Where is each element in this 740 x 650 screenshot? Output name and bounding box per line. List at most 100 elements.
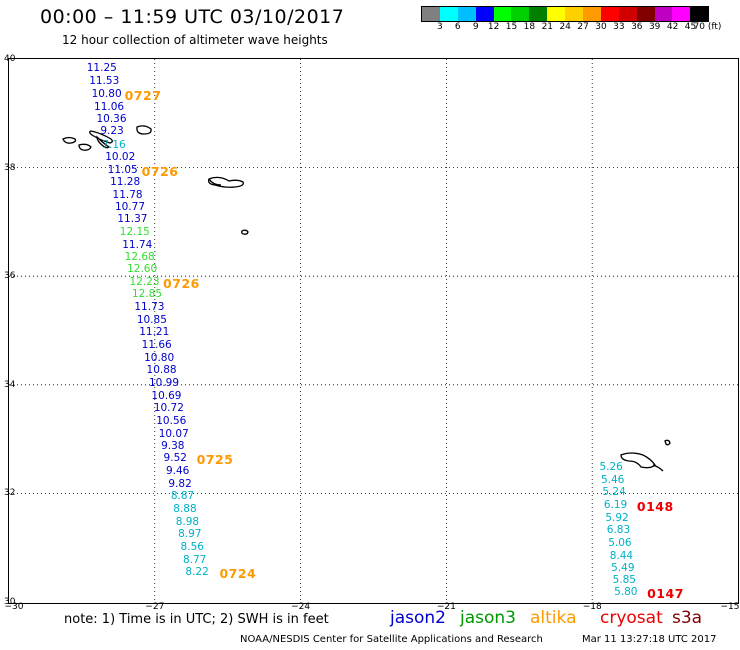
pass-time-label: 0726 — [141, 164, 179, 180]
legend-swatch — [529, 7, 548, 21]
legend-swatch — [422, 7, 440, 21]
legend-label: 3 — [437, 22, 443, 32]
footnote: note: 1) Time is in UTC; 2) SWH is in fe… — [64, 612, 329, 627]
wave-height-value: 5.49 — [611, 562, 635, 575]
satellite-name: jason3 — [460, 608, 516, 628]
wave-height-value: 5.46 — [600, 473, 625, 486]
pass-time-label: 0724 — [219, 566, 257, 582]
latitude-label: 38 — [4, 162, 16, 173]
wave-height-value: 8.56 — [180, 540, 204, 553]
legend-label: 27 — [577, 22, 589, 32]
wave-height-value: 9.82 — [168, 477, 192, 490]
map-canvas — [9, 59, 738, 603]
wave-height-value: 8.88 — [173, 502, 197, 515]
wave-height-value: 12.15 — [119, 225, 150, 238]
legend-label: 70 (ft) — [693, 22, 722, 32]
satellite-name: cryosat — [600, 608, 663, 628]
longitude-label: −15 — [720, 602, 740, 612]
wave-height-value: 11.05 — [107, 164, 138, 177]
island-santa-maria — [241, 229, 249, 235]
wave-height-value: 10.56 — [156, 415, 187, 428]
wave-height-value: 10.80 — [91, 87, 122, 100]
map-title: 00:00 – 11:59 UTC 03/10/2017 — [40, 6, 345, 28]
wave-height-value: 12.85 — [131, 288, 163, 301]
wave-height-value: 12.68 — [124, 251, 155, 264]
wave-height-value: 9.46 — [165, 464, 190, 477]
legend-swatch — [636, 7, 655, 21]
island-sao-miguel — [208, 178, 222, 186]
legend-swatch — [654, 7, 673, 21]
wave-height-value: 10.88 — [146, 364, 177, 377]
latitude-label: 32 — [4, 488, 16, 499]
wave-height-value: 5.85 — [612, 574, 636, 587]
wave-height-value: 8.97 — [178, 528, 202, 541]
longitude-label: −27 — [145, 602, 165, 612]
wave-height-value: 12.60 — [127, 263, 158, 276]
satellite-name: altika — [530, 608, 577, 628]
generated-timestamp: Mar 11 13:27:18 UTC 2017 — [582, 634, 717, 645]
wave-height-value: 8.22 — [185, 566, 209, 579]
pass-time-label: 0148 — [636, 499, 674, 515]
island-faial-pico — [89, 130, 113, 144]
pass-time-label: 0726 — [163, 275, 200, 291]
wave-height-value: 6.19 — [603, 499, 628, 512]
legend-label: 33 — [613, 22, 625, 32]
legend-swatch — [475, 7, 494, 21]
wave-height-value: 10.80 — [144, 351, 175, 364]
legend-swatch — [493, 7, 512, 21]
islands-madeira — [620, 439, 671, 472]
map-plot-area — [8, 58, 739, 604]
wave-height-value: 11.37 — [117, 213, 148, 226]
legend-swatch — [618, 7, 637, 21]
wave-height-value: 10.85 — [136, 313, 167, 326]
legend-label: 42 — [666, 22, 679, 32]
legend-label: 39 — [648, 22, 661, 32]
legend-label: 18 — [523, 22, 536, 32]
wave-height-value: 5.80 — [614, 586, 638, 599]
legend-swatch — [439, 7, 458, 21]
wave-height-value: 8.44 — [609, 549, 634, 562]
legend-swatch — [457, 7, 476, 21]
wave-height-value: 11.53 — [89, 74, 120, 87]
wave-height-value: 8.87 — [170, 490, 195, 503]
wave-height-value: 12.23 — [129, 275, 160, 288]
wave-height-value: 10.36 — [96, 112, 127, 125]
legend-label: 21 — [541, 22, 554, 32]
wave-height-value: 11.25 — [86, 62, 117, 75]
pass-time-label: 0725 — [196, 452, 234, 468]
pass-time-label: 0147 — [647, 586, 684, 602]
latitude-label: 30 — [4, 597, 16, 607]
island-madeira — [620, 452, 656, 469]
latitude-label: 34 — [4, 379, 16, 390]
latitude-label: 40 — [4, 54, 16, 64]
wave-height-value: 8.77 — [182, 553, 207, 566]
longitude-label: −18 — [582, 602, 602, 612]
island-graciosa — [136, 125, 152, 135]
wave-height-value: 8.98 — [175, 515, 200, 528]
legend-label: 24 — [559, 22, 571, 32]
wave-height-value: 11.73 — [134, 301, 165, 314]
island-desertas — [652, 464, 664, 472]
wave-height-value: 10.99 — [148, 377, 180, 390]
legend-label: 12 — [487, 22, 500, 32]
wave-height-value: 9.23 — [100, 125, 124, 138]
legend-label: 6 — [454, 22, 461, 32]
satellite-name: s3a — [672, 608, 703, 628]
wave-height-value: 10.77 — [114, 201, 145, 214]
pass-time-label: 0727 — [124, 87, 162, 103]
legend-swatch — [565, 7, 584, 21]
legend-label: 15 — [505, 22, 518, 32]
wave-height-color-legend — [421, 6, 710, 22]
wave-height-value: 7.16 — [102, 138, 126, 151]
wave-height-value: 11.28 — [110, 176, 141, 189]
longitude-label: −21 — [436, 602, 456, 612]
island-terceira — [207, 176, 244, 188]
legend-label: 36 — [631, 22, 643, 32]
legend-swatch — [672, 7, 691, 21]
island-porto-santo — [664, 439, 671, 446]
wave-height-value: 10.07 — [158, 427, 189, 440]
longitude-label: −30 — [4, 602, 24, 612]
wave-height-value: 5.24 — [602, 486, 626, 499]
wave-height-value: 11.66 — [141, 339, 172, 352]
map-subtitle: 12 hour collection of altimeter wave hei… — [62, 33, 328, 47]
